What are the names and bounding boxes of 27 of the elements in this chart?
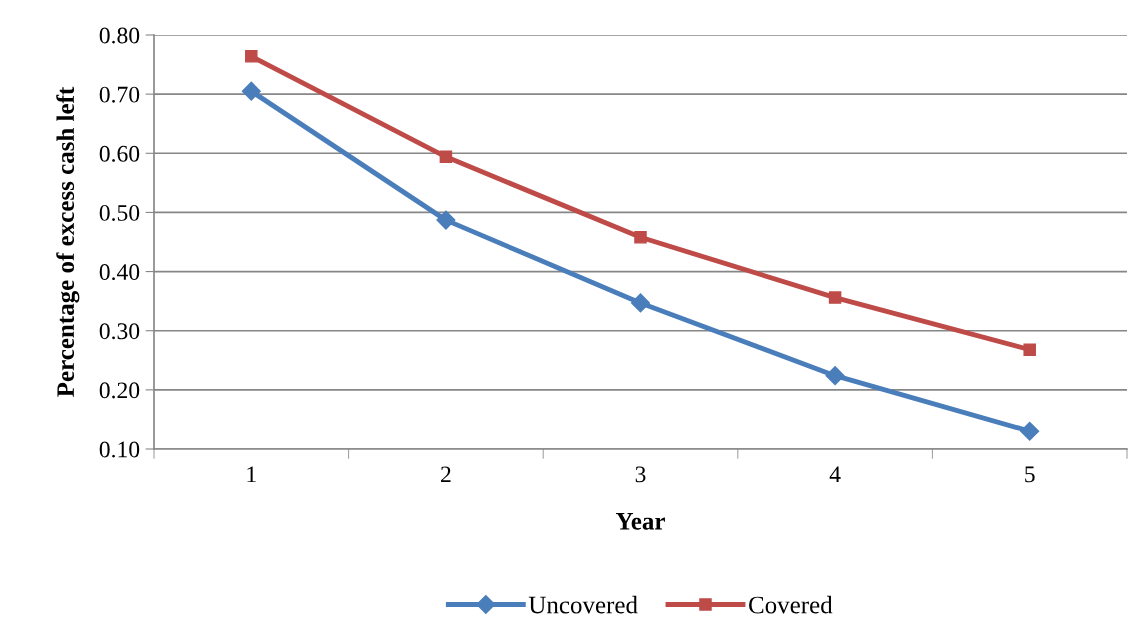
legend-label: Covered xyxy=(749,595,833,614)
point xyxy=(1023,343,1036,356)
point xyxy=(825,366,845,386)
x-tick-label: 2 xyxy=(441,466,451,483)
point xyxy=(439,150,453,164)
point xyxy=(241,81,261,101)
y-tick-label: 0.40 xyxy=(99,264,140,281)
y-tick-label: 0.20 xyxy=(99,382,140,399)
y-tick-label: 0.10 xyxy=(99,441,140,458)
point xyxy=(1020,421,1040,441)
point xyxy=(245,50,258,63)
point xyxy=(828,291,842,304)
x-tick-label: 1 xyxy=(247,466,256,483)
point xyxy=(436,210,456,230)
y-tick-label: 0.50 xyxy=(99,204,140,221)
x-tick-label: 4 xyxy=(829,466,841,483)
x-axis-title: Year xyxy=(615,513,665,530)
x-tick-label: 5 xyxy=(1025,466,1035,483)
y-tick-label: 0.70 xyxy=(99,86,140,103)
y-tick-label: 0.30 xyxy=(99,323,140,340)
y-tick-label: 0.80 xyxy=(99,27,140,44)
y-tick-label: 0.60 xyxy=(99,145,140,162)
point xyxy=(630,293,651,313)
point xyxy=(634,231,647,244)
x-tick-label: 3 xyxy=(635,466,646,483)
legend-label: Uncovered xyxy=(528,595,638,614)
y-axis-title: Percentage of excess cash left xyxy=(56,86,80,397)
